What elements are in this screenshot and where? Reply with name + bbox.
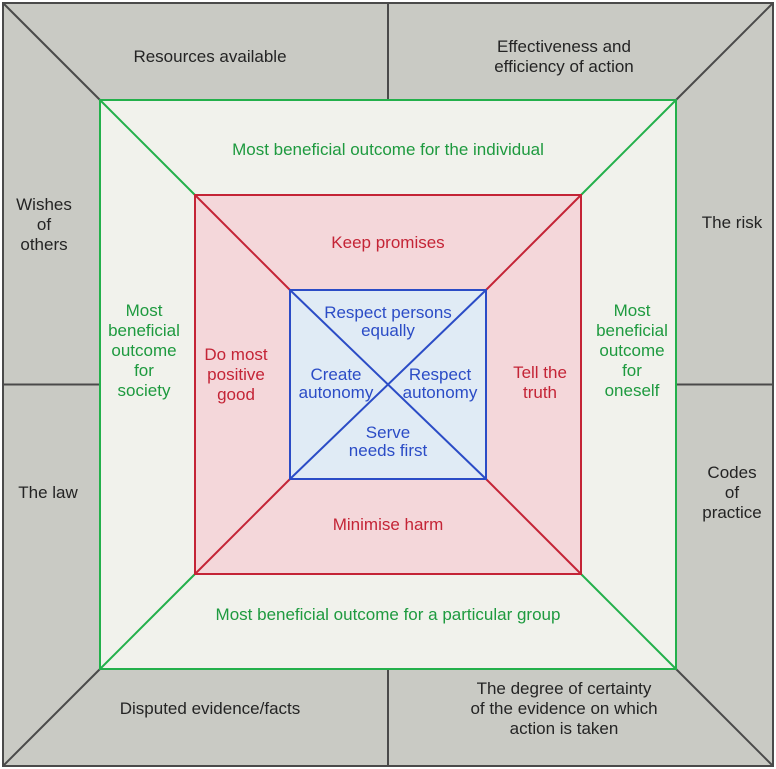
label-society-line5: society	[118, 381, 171, 400]
label-degree-line3: action is taken	[510, 719, 619, 738]
label-society-line4: for	[134, 361, 154, 380]
ethical-grid: Resources available Effectiveness and ef…	[0, 0, 776, 769]
label-wishes-line2: of	[37, 215, 51, 234]
label-wishes-line1: Wishes	[16, 195, 72, 214]
label-do-good-line2: positive	[207, 365, 265, 384]
label-individual-outcome: Most beneficial outcome for the individu…	[232, 140, 544, 159]
label-codes-line2: of	[725, 483, 739, 502]
label-oneself-line3: outcome	[599, 341, 664, 360]
label-effectiveness-line1: Effectiveness and	[497, 37, 631, 56]
label-serve-needs-line2: needs first	[349, 441, 428, 460]
label-tell-truth-line2: truth	[523, 383, 557, 402]
label-codes-line3: practice	[702, 503, 762, 522]
label-tell-truth-line1: Tell the	[513, 363, 567, 382]
label-create-autonomy-line1: Create	[310, 365, 361, 384]
label-create-autonomy-line2: autonomy	[299, 383, 374, 402]
label-resources-available: Resources available	[133, 47, 286, 66]
label-society-line1: Most	[126, 301, 163, 320]
label-respect-autonomy-line1: Respect	[409, 365, 472, 384]
label-society-line3: outcome	[111, 341, 176, 360]
label-minimise-harm: Minimise harm	[333, 515, 444, 534]
label-do-good-line1: Do most	[204, 345, 268, 364]
label-oneself-line5: oneself	[605, 381, 660, 400]
label-disputed-evidence: Disputed evidence/facts	[120, 699, 301, 718]
label-oneself-line1: Most	[614, 301, 651, 320]
label-group-outcome: Most beneficial outcome for a particular…	[216, 605, 561, 624]
label-effectiveness-line2: efficiency of action	[494, 57, 634, 76]
label-oneself-line2: beneficial	[596, 321, 668, 340]
label-serve-needs-line1: Serve	[366, 423, 410, 442]
label-codes-line1: Codes	[707, 463, 756, 482]
label-do-good-line3: good	[217, 385, 255, 404]
label-respect-persons-line2: equally	[361, 321, 415, 340]
label-degree-line2: of the evidence on which	[470, 699, 657, 718]
label-oneself-line4: for	[622, 361, 642, 380]
label-respect-autonomy-line2: autonomy	[403, 383, 478, 402]
label-degree-line1: The degree of certainty	[477, 679, 652, 698]
label-the-law: The law	[18, 483, 78, 502]
label-the-risk: The risk	[702, 213, 763, 232]
label-wishes-line3: others	[20, 235, 67, 254]
label-keep-promises: Keep promises	[331, 233, 444, 252]
label-society-line2: beneficial	[108, 321, 180, 340]
label-respect-persons-line1: Respect persons	[324, 303, 452, 322]
